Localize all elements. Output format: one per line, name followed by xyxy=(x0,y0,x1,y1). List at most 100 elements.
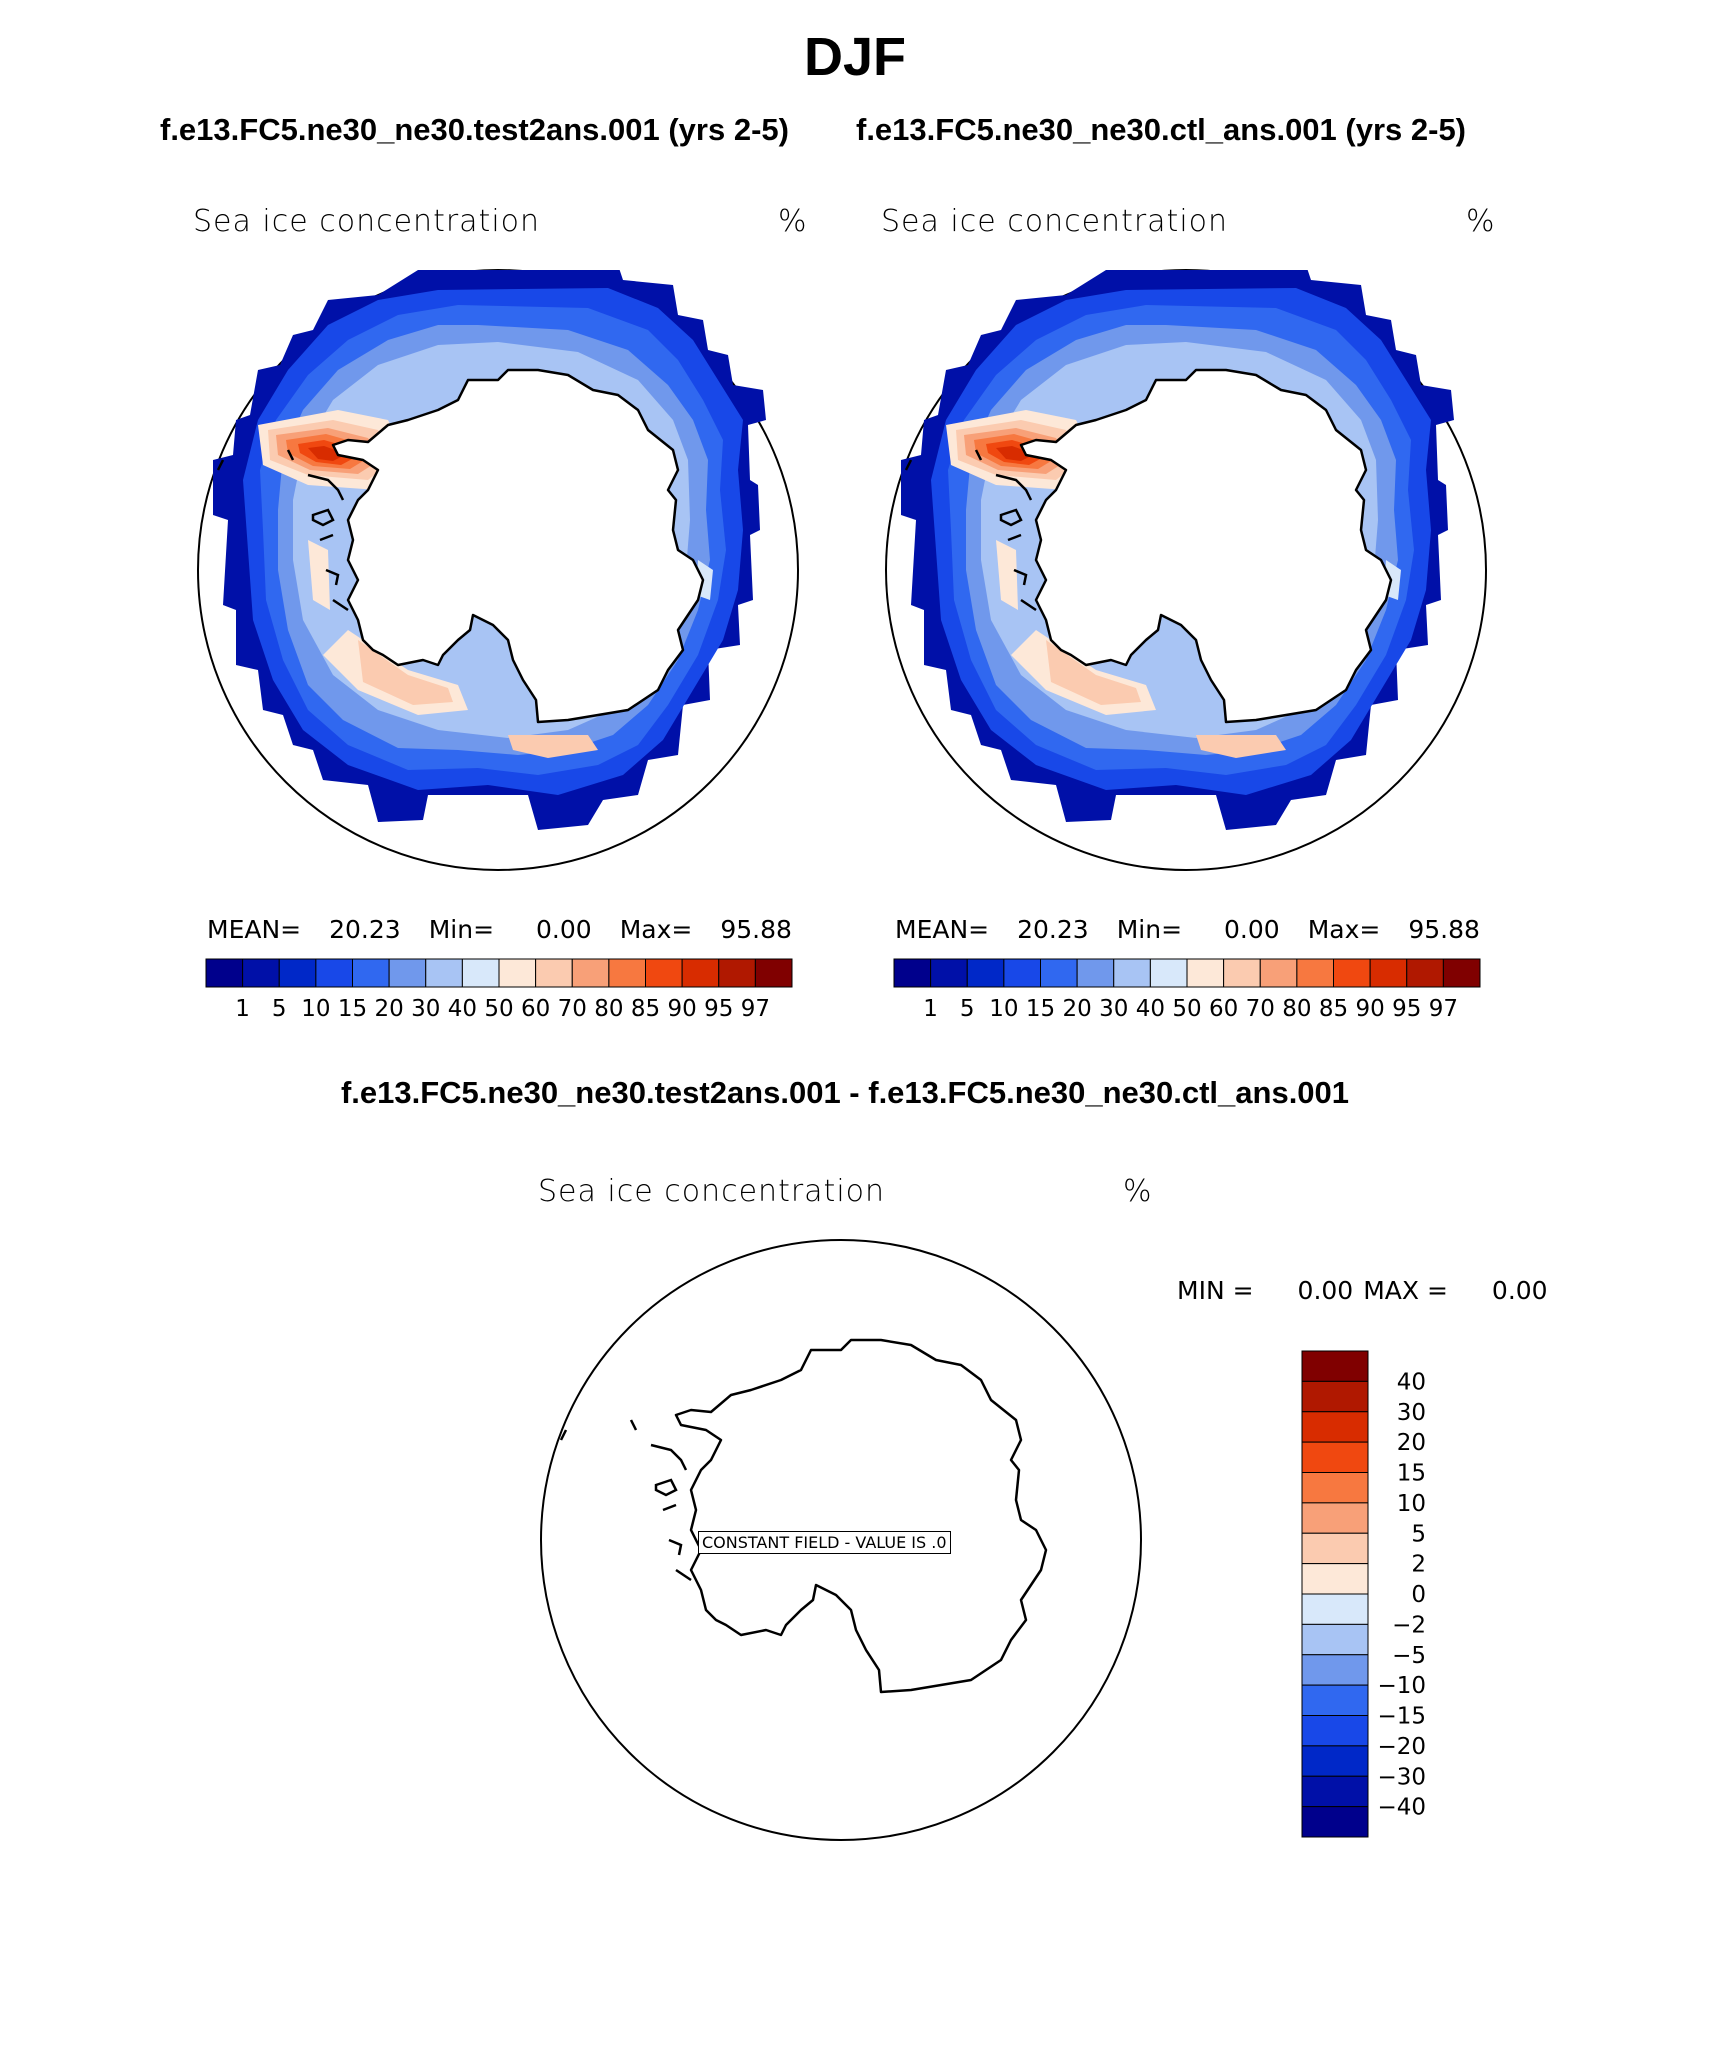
colorbar-tick-label: 2 xyxy=(1411,1552,1426,1578)
colorbar-tick-label: 10 xyxy=(1397,1491,1426,1517)
colorbar-swatch xyxy=(1301,1411,1369,1443)
stats-control: MEAN= 20.23 Min= 0.00 Max= 95.88 xyxy=(895,915,1480,944)
stats-difference: MIN = 0.00 MAX = 0.00 xyxy=(1177,1276,1548,1305)
colorbar-swatch xyxy=(1301,1623,1369,1656)
colorbar-tick-label: 40 xyxy=(448,996,477,1022)
colorbar-swatch xyxy=(608,958,646,988)
colorbar-tick-label: 80 xyxy=(594,996,623,1022)
colorbar-swatch xyxy=(645,958,683,988)
stats-test: MEAN= 20.23 Min= 0.00 Max= 95.88 xyxy=(207,915,792,944)
page-title: DJF xyxy=(803,27,906,87)
colorbar-tick-label: 97 xyxy=(741,996,770,1022)
colorbar-swatch xyxy=(205,958,244,988)
colorbar-tick-label: 60 xyxy=(1209,996,1238,1022)
colorbar-tick-label: 15 xyxy=(1397,1461,1426,1487)
colorbar-swatch xyxy=(1301,1532,1369,1565)
colorbar-swatch xyxy=(535,958,573,988)
case-title-test: f.e13.FC5.ne30_ne30.test2ans.001 (yrs 2-… xyxy=(160,112,789,147)
colorbar-swatch xyxy=(1186,958,1225,988)
field-label-control: Sea ice concentration xyxy=(881,204,1229,239)
max-value: 95.88 xyxy=(720,915,792,944)
colorbar-swatch xyxy=(1301,1502,1369,1534)
colorbar-swatch xyxy=(425,958,463,988)
colorbar-tick-label: 5 xyxy=(1411,1521,1426,1547)
min-value: 0.00 xyxy=(1224,915,1280,944)
colorbar-tick-label: 60 xyxy=(521,996,550,1022)
colorbar-tick-label: 50 xyxy=(484,996,513,1022)
colorbar-swatch xyxy=(278,958,317,988)
constant-field-note: CONSTANT FIELD - VALUE IS .0 xyxy=(698,1531,951,1554)
colorbar-swatch xyxy=(1296,958,1334,988)
colorbar-swatch xyxy=(352,958,390,988)
colorbar-tick-label: 1 xyxy=(235,996,250,1022)
colorbar-tick-label: 95 xyxy=(1392,996,1421,1022)
colorbar-tick-label: 5 xyxy=(272,996,287,1022)
colorbar-tick-label: 40 xyxy=(1136,996,1165,1022)
map-control xyxy=(885,269,1487,871)
colorbar-tick-label: −20 xyxy=(1377,1734,1426,1760)
colorbar-swatch xyxy=(1301,1472,1369,1504)
colorbar-swatch xyxy=(1442,958,1481,988)
max-value: 0.00 xyxy=(1491,1276,1548,1305)
field-label-diff: Sea ice concentration xyxy=(538,1174,886,1209)
min-value: 0.00 xyxy=(536,915,592,944)
colorbar-swatch xyxy=(498,958,537,988)
case-title-control: f.e13.FC5.ne30_ne30.ctl_ans.001 (yrs 2-5… xyxy=(856,112,1467,147)
colorbar-tick-label: −10 xyxy=(1377,1673,1426,1699)
colorbar-tick-label: −2 xyxy=(1392,1612,1426,1638)
colorbar-tick-label: 15 xyxy=(1026,996,1055,1022)
map-test xyxy=(197,269,799,871)
colorbar-tick-label: 30 xyxy=(411,996,440,1022)
max-value: 95.88 xyxy=(1408,915,1480,944)
colorbar-tick-label: 90 xyxy=(1355,996,1384,1022)
units-label-control: % xyxy=(1466,204,1496,239)
colorbar-swatch xyxy=(1406,958,1444,988)
colorbar-tick-label: 85 xyxy=(631,996,660,1022)
colorbar-swatch xyxy=(1301,1441,1369,1473)
colorbar-tick-label: 0 xyxy=(1411,1582,1426,1608)
colorbar-swatch xyxy=(681,958,720,988)
colorbar-tick-label: 80 xyxy=(1282,996,1311,1022)
min-label: Min= xyxy=(1116,915,1183,944)
colorbar-swatch xyxy=(1113,958,1151,988)
colorbar-swatch xyxy=(1149,958,1188,988)
colorbar-control: 1 5 10 15 20 30 40 50 60 70 80 85 90 95 97 xyxy=(893,958,1481,1022)
colorbar-swatch xyxy=(461,958,500,988)
colorbar-swatch xyxy=(1259,958,1298,988)
colorbar-swatch xyxy=(1301,1715,1369,1747)
units-label-diff: % xyxy=(1123,1174,1153,1209)
colorbar-swatch xyxy=(242,958,280,988)
colorbar-tick-label: 40 xyxy=(1397,1369,1426,1395)
min-label: MIN = xyxy=(1177,1276,1254,1305)
mean-label: MEAN= xyxy=(895,915,990,944)
colorbar-swatch xyxy=(571,958,610,988)
colorbar-tick-label: 95 xyxy=(704,996,733,1022)
colorbar-swatch xyxy=(930,958,968,988)
mean-label: MEAN= xyxy=(207,915,302,944)
colorbar-swatch xyxy=(1301,1593,1369,1625)
colorbar-tick-label: 10 xyxy=(989,996,1018,1022)
min-label: Min= xyxy=(428,915,495,944)
colorbar-swatch xyxy=(1333,958,1371,988)
colorbar-swatch xyxy=(1301,1563,1369,1595)
colorbar-tick-label: 70 xyxy=(1246,996,1275,1022)
colorbar-swatch xyxy=(1301,1745,1369,1777)
colorbar-swatch xyxy=(1301,1775,1369,1808)
colorbar-tick-label: −30 xyxy=(1377,1764,1426,1790)
colorbar-tick-label: −5 xyxy=(1392,1643,1426,1669)
colorbar-swatch xyxy=(388,958,427,988)
colorbar-swatch xyxy=(1301,1806,1369,1838)
max-label: Max= xyxy=(1307,915,1381,944)
colorbar-tick-label: 30 xyxy=(1099,996,1128,1022)
colorbar-swatch xyxy=(966,958,1005,988)
min-value: 0.00 xyxy=(1297,1276,1354,1305)
colorbar-tick-label: 97 xyxy=(1429,996,1458,1022)
colorbar-swatch xyxy=(1003,958,1041,988)
difference-title: f.e13.FC5.ne30_ne30.test2ans.001 - f.e13… xyxy=(340,1075,1350,1110)
units-label-test: % xyxy=(778,204,808,239)
colorbar-test: 1 5 10 15 20 30 40 50 60 70 80 85 90 95 97 xyxy=(205,958,793,1022)
colorbar-tick-label: 10 xyxy=(301,996,330,1022)
colorbar-tick-label: 20 xyxy=(1397,1430,1426,1456)
mean-value: 20.23 xyxy=(329,915,401,944)
